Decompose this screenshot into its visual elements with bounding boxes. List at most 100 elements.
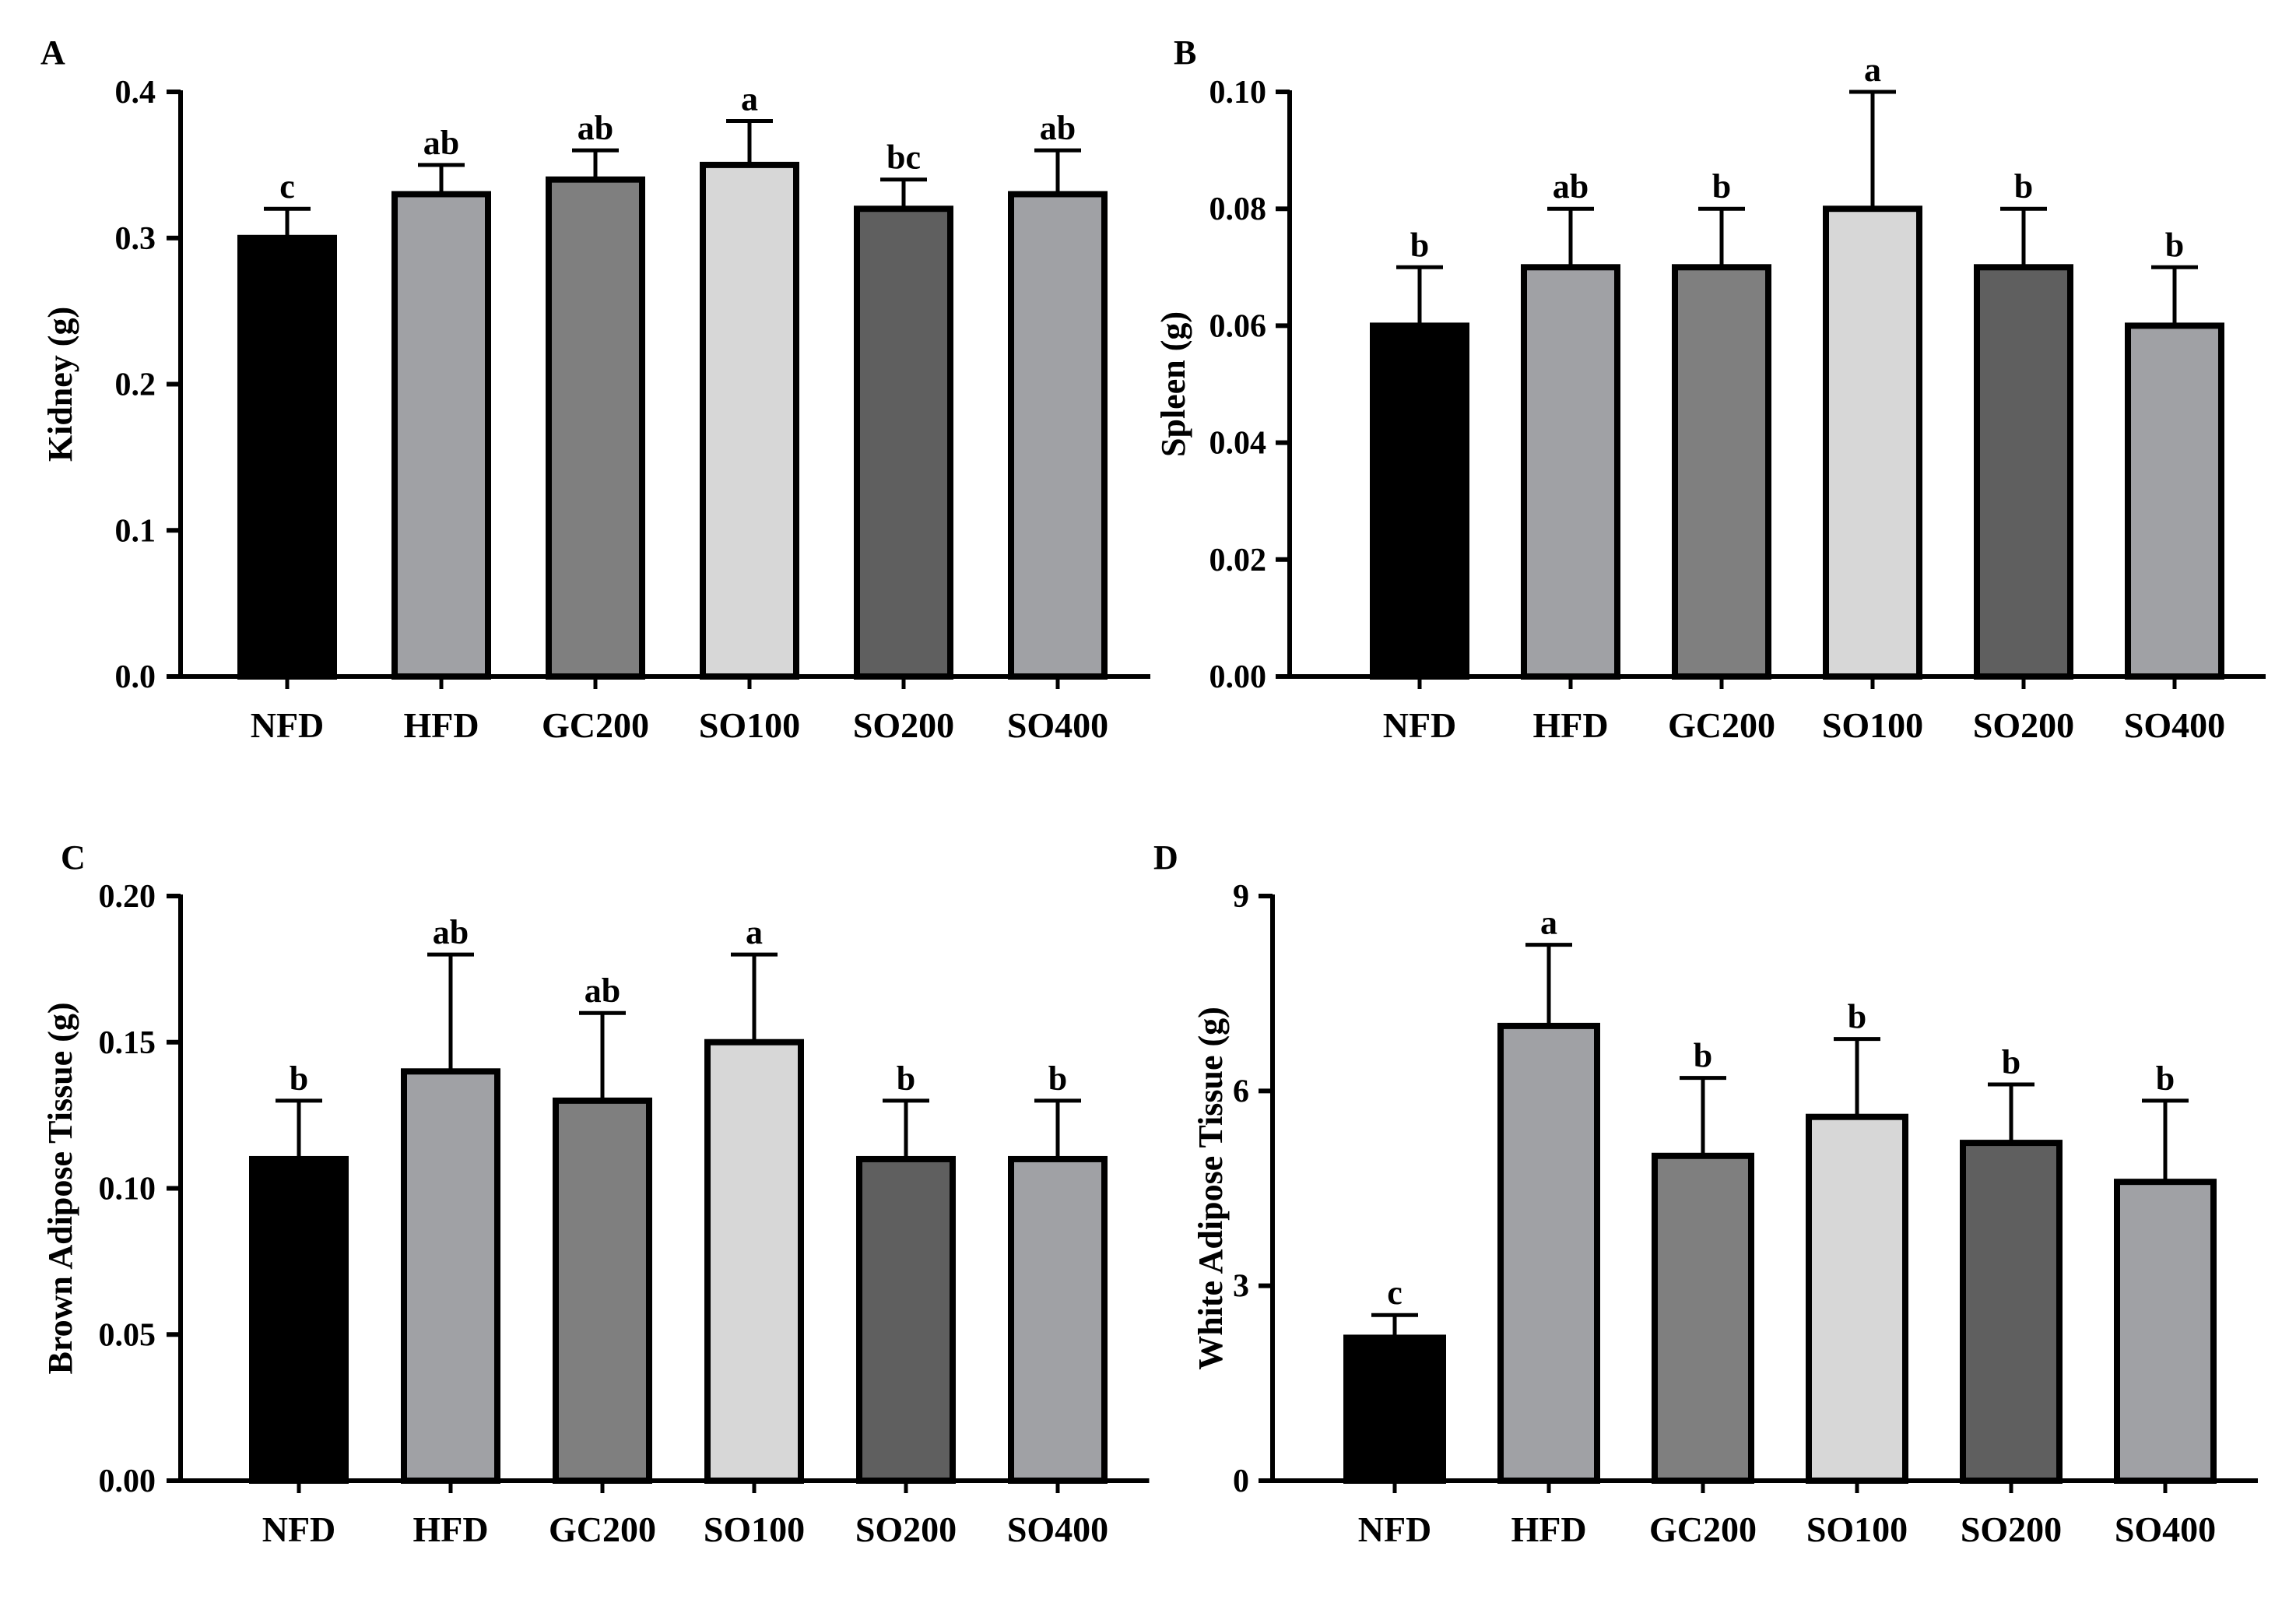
bar-so200 xyxy=(1974,264,2073,680)
x-tick-label: SO400 xyxy=(1007,1509,1108,1549)
x-tick-label: SO200 xyxy=(1961,1509,2062,1549)
x-tick-label: SO100 xyxy=(1806,1509,1908,1549)
bar-hfd xyxy=(1497,1022,1600,1484)
bar-nfd xyxy=(1343,1334,1446,1485)
bar-gc200 xyxy=(1652,1152,1754,1485)
bar-so400 xyxy=(1008,191,1108,680)
significance-label: b xyxy=(1410,226,1429,264)
y-tick-label: 0.4 xyxy=(115,75,156,111)
significance-label: b xyxy=(1048,1060,1067,1098)
significance-label: ab xyxy=(433,913,469,951)
y-tick-label: 0 xyxy=(1233,1464,1249,1499)
significance-label: a xyxy=(746,913,763,951)
y-tick-label: 0.02 xyxy=(1209,543,1267,578)
x-tick-label: SO100 xyxy=(1822,705,1923,745)
bar-hfd xyxy=(401,1068,500,1485)
bar-gc200 xyxy=(553,1097,652,1484)
significance-label: ab xyxy=(585,972,620,1010)
y-tick-label: 0.10 xyxy=(1209,75,1267,111)
bar-so100 xyxy=(1806,1113,1908,1484)
bar-so100 xyxy=(1823,206,1922,680)
x-tick-label: HFD xyxy=(1532,705,1608,745)
significance-label: ab xyxy=(423,124,459,162)
significance-label: b xyxy=(2165,226,2184,264)
significance-label: b xyxy=(1712,167,1731,206)
bar-so100 xyxy=(704,1038,804,1484)
y-tick-label: 0.10 xyxy=(99,1172,156,1207)
x-tick-label: HFD xyxy=(413,1509,488,1549)
panel-letter: C xyxy=(61,838,86,877)
significance-label: ab xyxy=(1040,109,1076,147)
significance-label: c xyxy=(1387,1274,1403,1312)
y-tick-label: 0.00 xyxy=(1209,659,1267,695)
bar-so200 xyxy=(856,1155,956,1484)
x-tick-label: SO100 xyxy=(704,1509,805,1549)
significance-label: b xyxy=(1848,998,1866,1036)
bar-so200 xyxy=(854,206,953,680)
x-tick-label: HFD xyxy=(403,705,479,745)
bar-so100 xyxy=(700,161,799,680)
bar-nfd xyxy=(237,234,337,680)
significance-label: b xyxy=(1694,1037,1712,1075)
y-axis-title: Spleen (g) xyxy=(1154,311,1192,457)
x-tick-label: HFD xyxy=(1511,1509,1586,1549)
x-tick-label: NFD xyxy=(262,1509,336,1549)
y-tick-label: 0.04 xyxy=(1209,426,1267,462)
panel-b: B Spleen (g) b NFD ab HFD b GC200 a SO100 b SO200 b S… xyxy=(1154,33,2266,745)
significance-label: c xyxy=(279,167,295,206)
y-tick-label: 0.20 xyxy=(99,879,156,915)
y-tick-label: 0.15 xyxy=(99,1025,156,1061)
significance-label: a xyxy=(1864,51,1881,89)
x-tick-label: SO200 xyxy=(853,705,954,745)
bar-so400 xyxy=(2114,1179,2217,1484)
bar-nfd xyxy=(1370,322,1469,680)
bar-hfd xyxy=(1521,264,1620,680)
significance-label: b xyxy=(2156,1060,2175,1098)
y-axis-title: White Adipose Tissue (g) xyxy=(1192,1007,1230,1370)
y-tick-label: 9 xyxy=(1233,879,1249,915)
bar-nfd xyxy=(249,1155,349,1484)
bar-gc200 xyxy=(546,176,645,680)
significance-label: b xyxy=(290,1060,308,1098)
significance-label: a xyxy=(741,80,758,118)
x-tick-label: SO400 xyxy=(1007,705,1108,745)
y-axis-title: Kidney (g) xyxy=(41,307,79,462)
significance-label: ab xyxy=(1553,167,1589,206)
significance-label: b xyxy=(2002,1043,2020,1081)
x-tick-label: GC200 xyxy=(1649,1509,1757,1549)
significance-label: b xyxy=(897,1060,915,1098)
significance-label: a xyxy=(1540,904,1557,942)
x-tick-label: SO400 xyxy=(2124,705,2225,745)
bar-so200 xyxy=(1960,1140,2063,1484)
panel-d: D White Adipose Tissue (g) c NFD a HFD b GC200 b… xyxy=(1153,838,2258,1549)
y-tick-label: 0.00 xyxy=(99,1464,156,1499)
x-tick-label: SO100 xyxy=(699,705,800,745)
significance-label: b xyxy=(2014,167,2033,206)
y-axis-title: Brown Adipose Tissue (g) xyxy=(41,1002,79,1374)
x-tick-label: SO200 xyxy=(855,1509,957,1549)
bar-so400 xyxy=(2125,322,2224,680)
panel-letter: A xyxy=(40,33,65,72)
y-tick-label: 3 xyxy=(1233,1269,1249,1305)
y-tick-label: 0.08 xyxy=(1209,192,1267,227)
bar-so400 xyxy=(1008,1155,1108,1484)
y-tick-label: 0.2 xyxy=(115,367,156,403)
y-tick-label: 0.0 xyxy=(115,659,156,695)
x-tick-label: NFD xyxy=(251,705,325,745)
y-tick-label: 0.3 xyxy=(115,221,156,257)
x-tick-label: SO400 xyxy=(2115,1509,2216,1549)
x-tick-label: GC200 xyxy=(549,1509,656,1549)
y-tick-label: 0.05 xyxy=(99,1317,156,1353)
bar-hfd xyxy=(391,191,491,680)
x-tick-label: GC200 xyxy=(542,705,649,745)
y-tick-label: 0.06 xyxy=(1209,308,1267,344)
y-tick-label: 0.1 xyxy=(115,513,156,549)
x-tick-label: SO200 xyxy=(1973,705,2074,745)
panel-letter: B xyxy=(1174,33,1196,72)
x-tick-label: NFD xyxy=(1358,1509,1432,1549)
panel-a: A Kidney (g) c NFD ab HFD ab GC200 a SO100 bc SO200… xyxy=(40,33,1150,745)
x-tick-label: NFD xyxy=(1383,705,1457,745)
panel-letter: D xyxy=(1153,838,1178,877)
bar-gc200 xyxy=(1672,264,1771,680)
